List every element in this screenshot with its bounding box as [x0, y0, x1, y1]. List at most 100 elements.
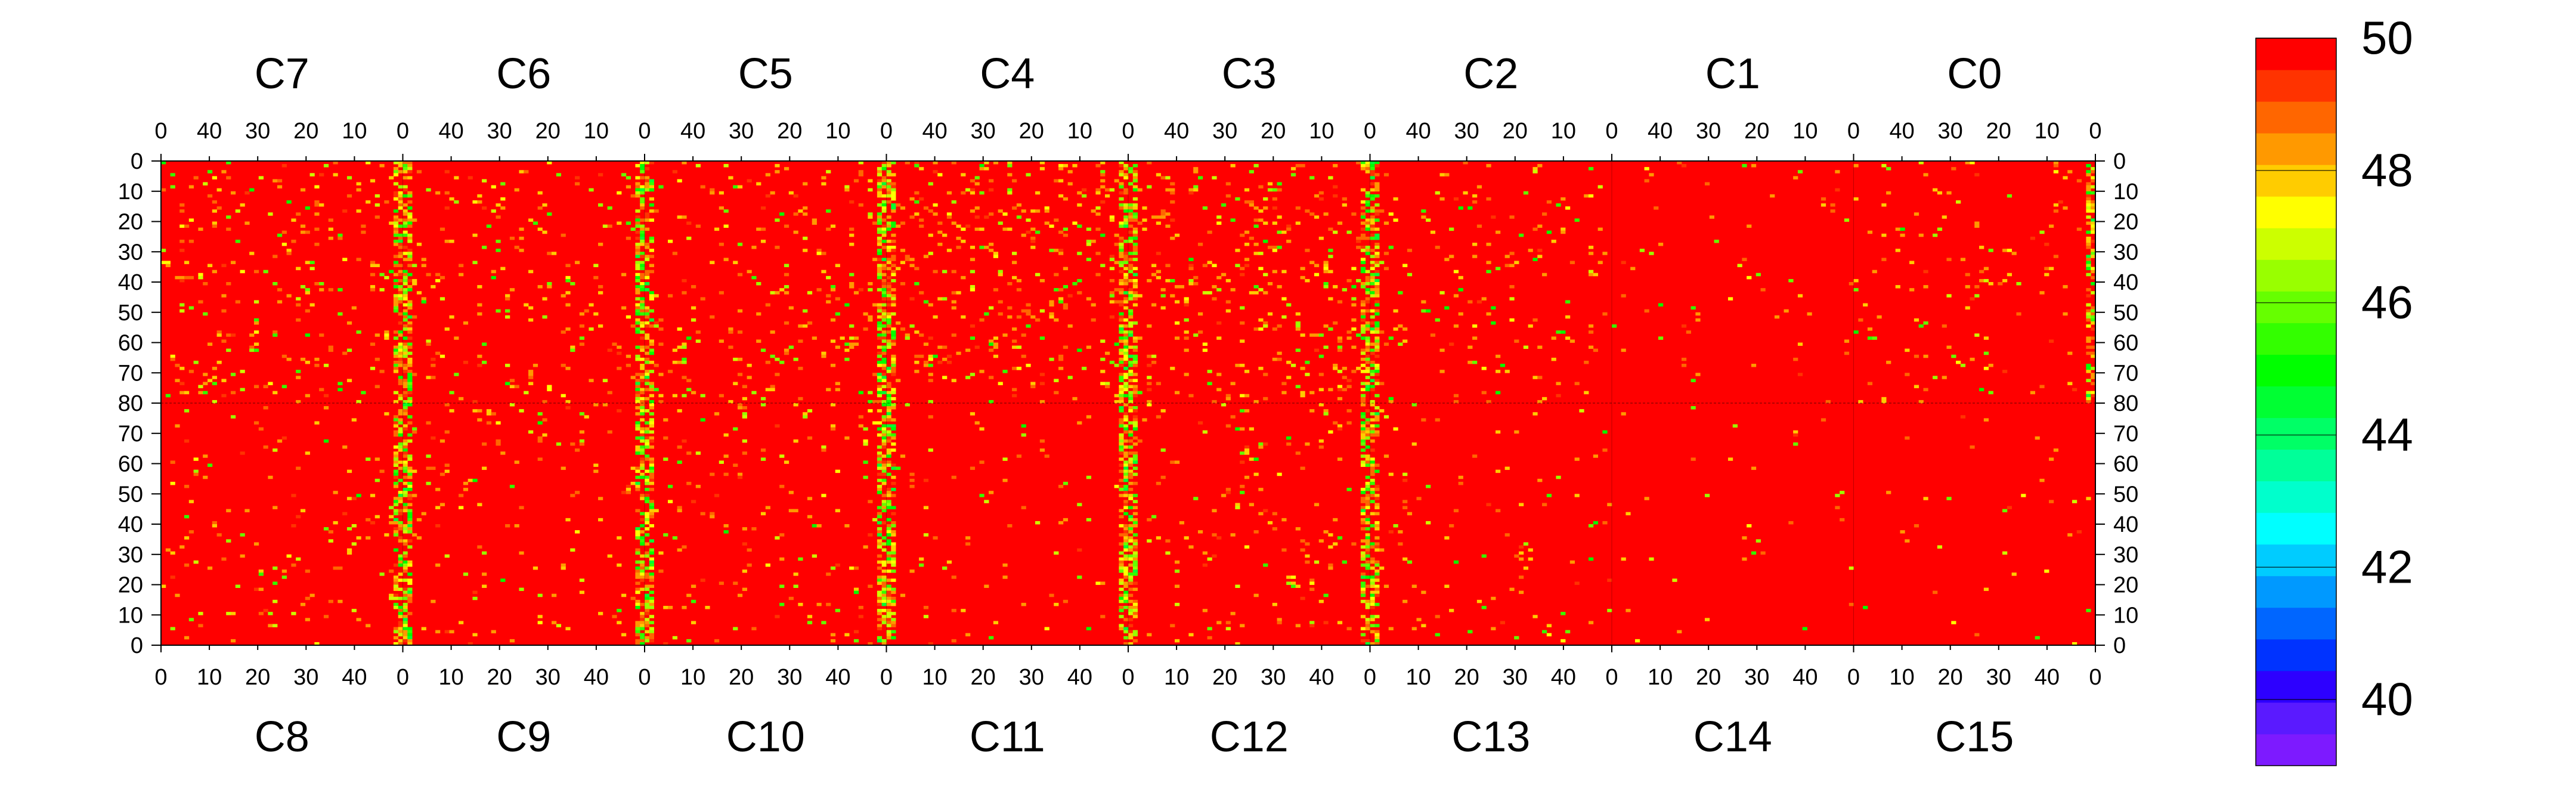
heatmap-cell [1407, 560, 1413, 564]
heatmap-cell [1496, 509, 1501, 513]
heatmap-cell [881, 336, 887, 340]
y-tick-label: 50 [2113, 482, 2138, 507]
top-x-tick-label: 10 [2035, 119, 2060, 144]
heatmap-cell [2086, 391, 2091, 395]
heatmap-cell [784, 273, 789, 277]
heatmap-cell [1054, 551, 1059, 555]
heatmap-cell [1244, 258, 1250, 261]
heatmap-cell [1481, 391, 1487, 395]
heatmap-cell [1253, 224, 1259, 228]
heatmap-cell [877, 394, 883, 398]
heatmap-cell [760, 457, 766, 461]
heatmap-cell [1374, 575, 1380, 579]
heatmap-cell [923, 364, 929, 367]
heatmap-cell [649, 627, 654, 631]
heatmap-cell [1044, 454, 1049, 458]
heatmap-cell [635, 191, 640, 195]
heatmap-cell [635, 236, 640, 240]
heatmap-cell [1100, 179, 1106, 182]
heatmap-cell [1374, 182, 1380, 185]
heatmap-cell [402, 258, 408, 261]
heatmap-cell [881, 294, 887, 298]
heatmap-cell [1216, 536, 1222, 540]
heatmap-cell [1365, 427, 1370, 431]
heatmap-cell [374, 385, 380, 389]
heatmap-cell [989, 348, 994, 352]
heatmap-cell [1128, 230, 1134, 234]
heatmap-cell [1309, 621, 1315, 624]
axes: 0000000000000000001010202030304040101020… [118, 119, 2139, 690]
heatmap-cell [1360, 433, 1366, 437]
heatmap-cell [1370, 267, 1375, 271]
heatmap-cell [1147, 185, 1152, 189]
heatmap-cell [393, 581, 399, 585]
heatmap-cell [402, 370, 408, 373]
heatmap-cell [505, 315, 510, 319]
heatmap-cell [291, 563, 296, 567]
heatmap-cell [188, 370, 194, 373]
heatmap-cell [891, 288, 896, 292]
heatmap-cell [1830, 209, 1835, 213]
heatmap-cell [1193, 170, 1199, 174]
heatmap-cell [1128, 497, 1134, 500]
heatmap-cell [788, 191, 794, 195]
heatmap-cell [1119, 385, 1124, 389]
heatmap-cell [333, 491, 338, 494]
heatmap-cell [649, 515, 654, 519]
heatmap-cell [1281, 391, 1287, 395]
heatmap-cell [1849, 282, 1854, 286]
heatmap-cell [775, 164, 780, 168]
heatmap-cell [1374, 282, 1380, 286]
heatmap-cell [398, 442, 403, 446]
heatmap-cell [1565, 336, 1571, 340]
heatmap-cell [1119, 533, 1124, 537]
colorbar-swatch [2256, 101, 2336, 134]
heatmap-cell [305, 291, 310, 295]
heatmap-cell [1072, 282, 1078, 286]
heatmap-cell [928, 448, 933, 452]
heatmap-cell [1793, 442, 1798, 446]
heatmap-cell [281, 385, 287, 389]
heatmap-cell [640, 639, 645, 643]
heatmap-cell [695, 451, 701, 455]
heatmap-cell [1119, 197, 1124, 201]
heatmap-cell [881, 460, 887, 464]
heatmap-cell [640, 403, 645, 407]
heatmap-cell [635, 306, 640, 310]
heatmap-cell [1360, 348, 1366, 352]
heatmap-cell [849, 227, 854, 231]
heatmap-cell [1621, 557, 1626, 561]
heatmap-cell [881, 230, 887, 234]
heatmap-cell [366, 161, 371, 165]
heatmap-cell [1132, 563, 1138, 567]
heatmap-cell [389, 596, 394, 600]
heatmap-cell [1965, 285, 1970, 289]
heatmap-cell [1379, 209, 1385, 213]
heatmap-cell [477, 303, 482, 306]
heatmap-cell [812, 336, 817, 340]
heatmap-cell [1374, 227, 1380, 231]
heatmap-cell [221, 264, 227, 268]
heatmap-cell [928, 415, 933, 419]
heatmap-cell [342, 512, 348, 516]
heatmap-cell [1360, 563, 1366, 567]
heatmap-cell [273, 624, 278, 627]
heatmap-cell [1365, 309, 1370, 313]
heatmap-cell [2086, 267, 2091, 271]
heatmap-cell [2076, 530, 2082, 534]
heatmap-cell [937, 230, 943, 234]
heatmap-cell [366, 624, 371, 627]
bottom-x-tick-label: 10 [922, 665, 947, 690]
heatmap-cell [253, 321, 259, 325]
heatmap-cell [1193, 497, 1199, 500]
heatmap-cell [2049, 500, 2054, 503]
heatmap-cell [1337, 300, 1343, 304]
heatmap-cell [691, 500, 696, 503]
heatmap-cell [393, 255, 399, 258]
heatmap-cell [1240, 491, 1245, 494]
heatmap-cell [1128, 536, 1134, 540]
heatmap-cell [1188, 188, 1194, 192]
chip-label-bottom: C15 [1935, 713, 2014, 761]
heatmap-cell [1249, 291, 1254, 295]
heatmap-cell [1523, 345, 1529, 349]
